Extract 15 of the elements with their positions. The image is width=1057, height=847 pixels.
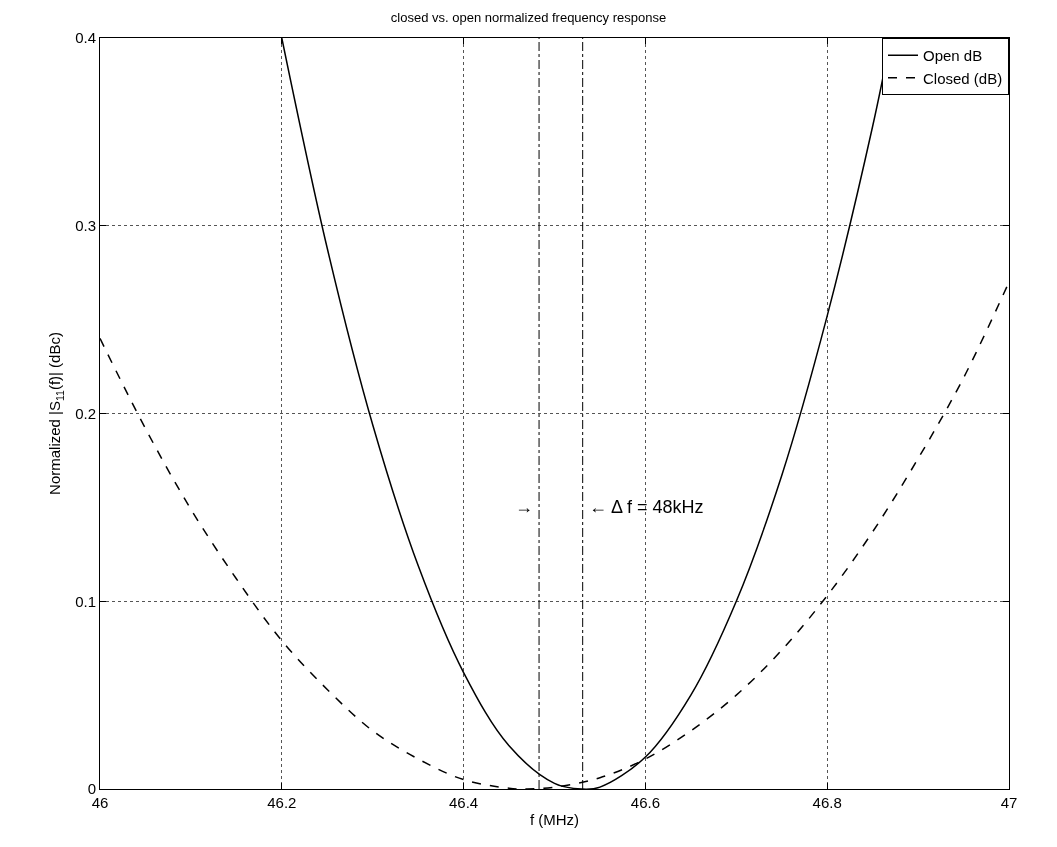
x-tick-label: 46.4 [449,794,479,811]
legend-label: Closed (dB) [923,69,1003,87]
legend-label: Open dB [923,47,983,65]
y-tick-label: 0.3 [75,217,96,234]
annotation: ← Δ f = 48kHz [589,497,704,517]
x-tick-label: 46.6 [630,794,660,811]
x-axis-title: f (MHz) [529,811,580,828]
y-tick-label: 0.4 [75,29,96,47]
x-tick-label: 46.2 [267,794,297,811]
annotation: → [515,497,533,517]
x-tick-label: 46.8 [812,794,842,811]
y-tick-label: 0.2 [75,404,96,422]
y-tick-label: 0.1 [75,592,96,610]
x-tick-label: 47 [1000,794,1018,811]
chart-title: closed vs. open normalized frequency response [390,9,667,25]
